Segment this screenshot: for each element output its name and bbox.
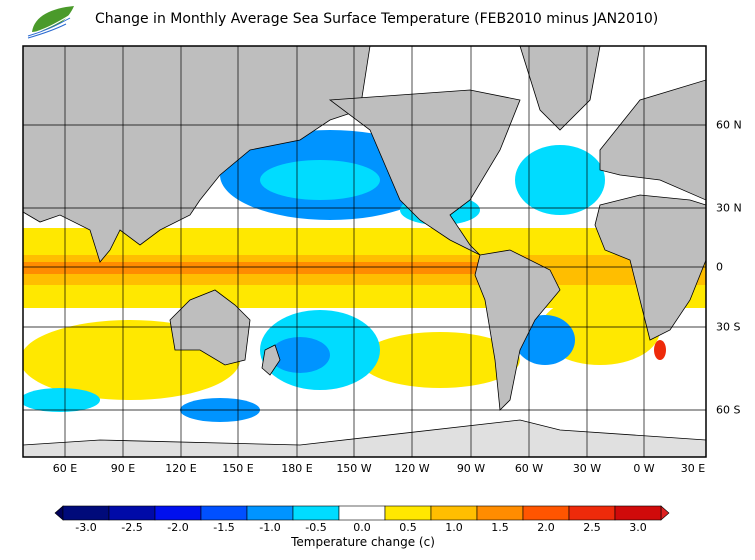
colorbar-tick-label: 1.5 xyxy=(491,521,509,534)
lon-label: 180 E xyxy=(281,462,313,475)
colorbar-swatch xyxy=(384,505,432,521)
graticule xyxy=(23,46,706,457)
greenland xyxy=(519,46,601,131)
colorbar-swatch xyxy=(522,505,570,521)
colorbar-swatch xyxy=(568,505,616,521)
lat-label: 60 N xyxy=(716,118,742,132)
colorbar-swatch xyxy=(476,505,524,521)
lon-label: 90 W xyxy=(456,462,486,475)
australia xyxy=(169,289,251,366)
colorbar-swatch xyxy=(430,505,478,521)
lon-label: 0 W xyxy=(633,462,655,475)
map-frame xyxy=(22,45,707,458)
colorbar-tick-label: -1.0 xyxy=(259,521,281,534)
colorbar-swatch xyxy=(200,505,248,521)
lon-label: 90 E xyxy=(110,462,136,475)
colorbar-swatch xyxy=(246,505,294,521)
colorbar-over-arrow xyxy=(660,505,670,521)
colorbar-swatch xyxy=(338,505,386,521)
lat-label: 30 N xyxy=(716,201,742,215)
africa xyxy=(594,194,706,341)
lon-label: 30 W xyxy=(572,462,602,475)
colorbar-tick-label: -3.0 xyxy=(75,521,97,534)
colorbar-tick-label: -0.5 xyxy=(305,521,327,534)
colorbar-tick-label: -2.0 xyxy=(167,521,189,534)
lon-label: 120 W xyxy=(394,462,430,475)
colorbar-label: Temperature change (c) xyxy=(291,535,435,549)
colorbar-swatch xyxy=(614,505,662,521)
colorbar-tick-label: 2.0 xyxy=(537,521,555,534)
colorbar-swatch xyxy=(108,505,156,521)
colorbar-swatch xyxy=(154,505,202,521)
lon-label: 30 E xyxy=(680,462,706,475)
lon-label: 150 E xyxy=(222,462,254,475)
europe xyxy=(599,79,706,201)
colorbar-tick-label: 1.0 xyxy=(445,521,463,534)
colorbar-tick-label: 3.0 xyxy=(629,521,647,534)
lon-label: 120 E xyxy=(165,462,197,475)
north-america xyxy=(328,89,521,256)
lon-label: 60 W xyxy=(514,462,544,475)
lat-label: 30 S xyxy=(716,320,741,334)
colorbar-under-arrow xyxy=(54,505,64,521)
lat-label: 0 xyxy=(716,260,723,274)
map-title: Change in Monthly Average Sea Surface Te… xyxy=(95,11,659,27)
lon-label: 150 W xyxy=(336,462,372,475)
colorbar-tick-label: 2.5 xyxy=(583,521,601,534)
sst-anomaly-field xyxy=(23,55,706,422)
colorbar-swatch xyxy=(292,505,340,521)
colorbar-tick-label: -2.5 xyxy=(121,521,143,534)
logo xyxy=(27,6,74,39)
lon-label: 60 E xyxy=(52,462,78,475)
colorbar-swatch xyxy=(62,505,110,521)
antarctica xyxy=(23,419,706,457)
colorbar-tick-label: 0.0 xyxy=(353,521,371,534)
new-zealand xyxy=(261,344,281,376)
colorbar-tick-label: 0.5 xyxy=(399,521,417,534)
lat-label: 60 S xyxy=(716,403,741,417)
colorbar-tick-label: -1.5 xyxy=(213,521,235,534)
